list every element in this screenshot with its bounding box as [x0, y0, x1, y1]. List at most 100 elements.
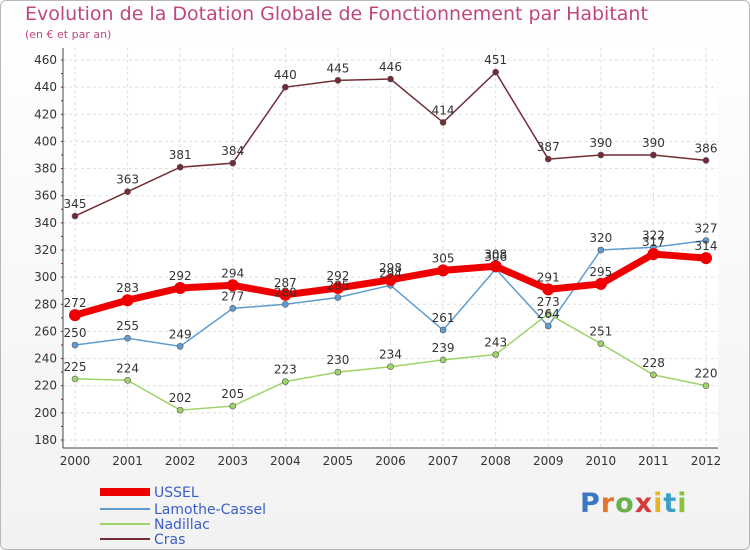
data-label: 277	[221, 289, 244, 303]
y-tick-label: 240	[34, 352, 57, 366]
data-label: 239	[432, 341, 455, 355]
data-point-lamothe-cassel	[544, 322, 552, 330]
data-point-ussel	[542, 283, 555, 296]
data-point-nadillac	[439, 356, 447, 364]
logo-letter: i	[653, 488, 664, 519]
data-label: 384	[221, 144, 244, 158]
data-label: 295	[589, 265, 612, 279]
data-label: 446	[379, 60, 402, 74]
y-tick-label: 200	[34, 406, 57, 420]
y-tick-label: 460	[34, 53, 57, 67]
data-label: 292	[326, 269, 349, 283]
y-tick-label: 400	[34, 134, 57, 148]
y-tick-label: 260	[34, 324, 57, 338]
data-point-ussel	[700, 252, 712, 265]
data-point-nadillac	[492, 351, 499, 358]
y-tick-label: 420	[34, 107, 57, 121]
data-point-nadillac	[650, 371, 657, 379]
data-label: 306	[484, 250, 507, 264]
data-label: 440	[274, 68, 297, 82]
data-point-lamothe-cassel	[124, 334, 131, 342]
data-point-cras	[492, 68, 499, 76]
y-tick-label: 180	[34, 433, 57, 447]
data-label: 225	[64, 360, 87, 374]
data-label: 287	[274, 276, 297, 290]
data-label: 381	[169, 148, 192, 162]
data-label: 230	[326, 353, 349, 367]
y-tick-label: 360	[34, 189, 57, 203]
data-point-ussel	[279, 288, 292, 301]
x-tick-label: 2012	[691, 454, 722, 468]
data-point-cras	[124, 188, 131, 195]
x-tick-label: 2002	[165, 454, 196, 468]
data-point-ussel	[489, 260, 502, 273]
data-label: 280	[274, 285, 297, 299]
x-tick-label: 2006	[375, 454, 406, 468]
data-label: 327	[695, 222, 718, 236]
data-point-ussel	[331, 282, 344, 294]
data-label: 294	[221, 266, 244, 280]
data-point-lamothe-cassel	[282, 300, 289, 308]
data-point-ussel	[69, 309, 81, 322]
chart-subtitle: (en € et par an)	[25, 28, 112, 41]
data-label: 261	[432, 311, 455, 325]
data-point-nadillac	[124, 376, 131, 384]
data-label: 228	[642, 356, 665, 370]
data-label: 250	[64, 326, 87, 340]
data-point-nadillac	[229, 402, 237, 410]
data-label: 251	[589, 325, 612, 339]
legend-label: Lamothe-Cassel	[154, 502, 266, 518]
data-label: 314	[695, 239, 718, 253]
logo-letter: o	[615, 488, 635, 519]
data-label: 298	[379, 261, 402, 275]
data-point-ussel	[121, 294, 134, 307]
data-label: 390	[589, 136, 612, 150]
data-point-cras	[439, 119, 447, 126]
data-label: 234	[379, 348, 402, 362]
data-label: 320	[589, 231, 612, 245]
data-point-ussel	[437, 264, 450, 277]
x-tick-label: 2007	[428, 454, 459, 468]
logo-letter: x	[634, 488, 654, 519]
data-point-nadillac	[702, 382, 710, 390]
data-point-lamothe-cassel	[439, 326, 447, 334]
data-label: 294	[379, 266, 402, 280]
data-label: 363	[116, 173, 139, 187]
data-label: 273	[537, 295, 560, 309]
data-point-nadillac	[597, 340, 605, 347]
y-tick-label: 440	[34, 80, 57, 94]
data-label: 305	[432, 251, 455, 265]
data-label: 292	[169, 269, 192, 283]
x-tick-label: 2000	[60, 454, 91, 468]
x-tick-label: 2003	[217, 454, 248, 468]
legend-label: Cras	[154, 532, 185, 548]
y-tick-label: 380	[34, 162, 57, 176]
data-point-ussel	[174, 282, 187, 294]
data-point-nadillac	[282, 378, 289, 385]
data-point-lamothe-cassel	[597, 246, 605, 254]
logo-letter: r	[600, 488, 616, 519]
x-tick-label: 2004	[270, 454, 301, 468]
data-point-cras	[229, 159, 237, 167]
x-tick-label: 2009	[533, 454, 564, 468]
data-point-lamothe-cassel	[71, 341, 79, 349]
x-tick-label: 2011	[638, 454, 669, 468]
data-point-cras	[702, 157, 710, 164]
data-label: 283	[116, 281, 139, 295]
data-point-nadillac	[176, 406, 184, 414]
data-label: 322	[642, 228, 665, 242]
data-point-cras	[650, 151, 657, 159]
data-point-cras	[71, 212, 79, 220]
data-label: 451	[484, 53, 507, 67]
logo-letter: t	[663, 488, 678, 519]
data-point-nadillac	[544, 310, 552, 318]
logo-letter: i	[677, 488, 688, 519]
data-point-lamothe-cassel	[229, 305, 237, 312]
y-tick-label: 280	[34, 297, 57, 311]
data-label: 414	[432, 103, 455, 117]
data-label: 291	[537, 270, 560, 284]
proxiti-logo: Proxiti	[580, 488, 688, 519]
data-label: 255	[116, 319, 139, 333]
data-label: 223	[274, 363, 297, 377]
